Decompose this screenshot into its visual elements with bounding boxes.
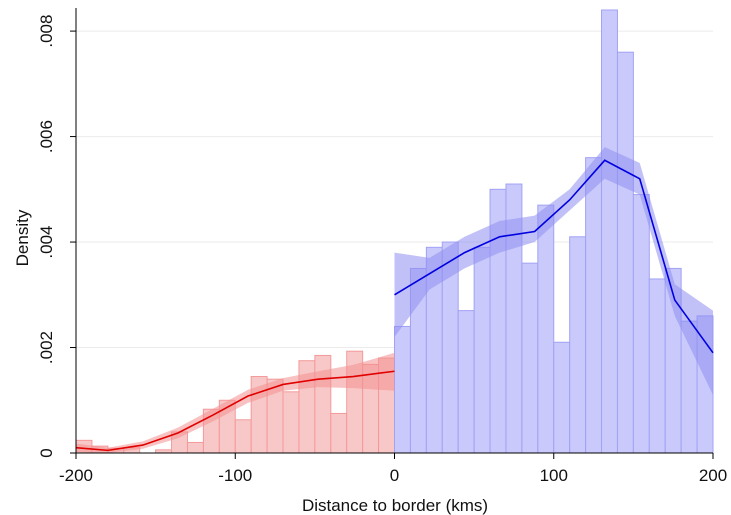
right-bar-8 (521, 262, 539, 454)
y-axis-label: Density (13, 209, 32, 266)
histogram-right (394, 9, 714, 454)
y-tick-label-2: .004 (37, 226, 56, 259)
right-bar-13 (601, 9, 618, 454)
y-tick-label-3: .006 (37, 120, 56, 153)
fit-lines (75, 159, 714, 452)
tick-marks: -200 -100 0 100 200 0 .002 .004 .006 .008 (37, 15, 727, 485)
left-bar-13 (282, 391, 300, 454)
y-tick-label-0: 0 (37, 448, 56, 457)
right-bar-15 (632, 194, 650, 454)
x-tick-label-2: 0 (390, 466, 399, 485)
x-tick-label-3: 100 (540, 466, 568, 485)
left-bar-7 (186, 441, 204, 454)
left-bar-10 (234, 419, 252, 454)
x-tick-label-0: -200 (59, 466, 93, 485)
right-bar-0 (394, 325, 411, 454)
right-bar-16 (648, 278, 666, 454)
right-ci-band (394, 147, 713, 395)
right-fit-line (394, 159, 714, 354)
x-tick-label-4: 200 (699, 466, 727, 485)
left-fit-line (75, 370, 395, 452)
x-axis-label: Distance to border (kms) (302, 496, 488, 515)
right-bar-5 (473, 246, 491, 454)
y-tick-label-4: .008 (37, 15, 56, 48)
right-bar-4 (457, 310, 475, 454)
right-bar-9 (537, 204, 555, 454)
x-tick-label-1: -100 (218, 466, 252, 485)
right-bar-11 (569, 236, 587, 454)
right-bar-14 (616, 51, 634, 454)
right-bar-12 (585, 157, 603, 454)
left-bar-16 (330, 412, 348, 454)
y-tick-label-1: .002 (37, 331, 56, 364)
right-bar-10 (553, 341, 571, 454)
